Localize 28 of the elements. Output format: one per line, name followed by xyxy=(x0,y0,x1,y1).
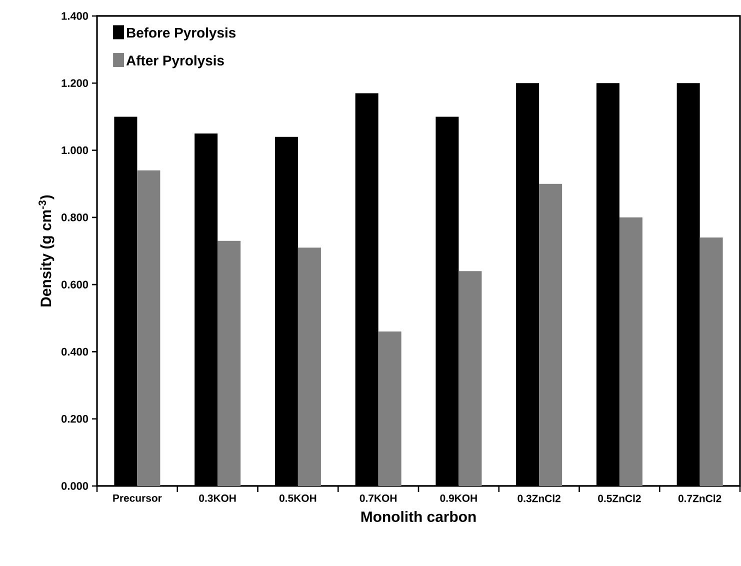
bar xyxy=(619,217,642,486)
y-tick-label: 0.800 xyxy=(62,214,88,222)
y-axis-title: Density (g cm$^{-3}$) xyxy=(38,195,54,306)
y-tick-label: 0.000 xyxy=(62,482,88,490)
legend-label: After Pyrolysis xyxy=(126,55,224,68)
x-tick-label: 0.7KOH xyxy=(360,494,397,502)
bar xyxy=(700,238,723,486)
bar xyxy=(458,271,482,486)
y-tick-label: 1.000 xyxy=(62,146,88,154)
y-tick-label: 0.200 xyxy=(62,414,88,423)
x-tick-label: 0.3KOH xyxy=(199,494,236,502)
x-tick-label: 0.9KOH xyxy=(440,494,477,502)
bar xyxy=(137,170,160,486)
y-tick-label: 1.200 xyxy=(62,79,88,88)
y-tick-label: 1.400 xyxy=(62,12,88,20)
x-tick-label: 0.5KOH xyxy=(279,494,316,502)
bar xyxy=(378,332,402,486)
bar xyxy=(539,184,562,486)
x-axis-title: Monolith carbon xyxy=(361,511,476,522)
y-tick-label: 0.400 xyxy=(62,348,88,356)
x-tick-label: 0.3ZnCl2 xyxy=(518,494,560,502)
y-tick-label: 0.600 xyxy=(62,280,88,288)
bar xyxy=(298,248,321,486)
bar xyxy=(218,240,241,486)
x-tick-label: Precursor xyxy=(113,494,162,502)
legend-label: Before Pyrolysis xyxy=(126,27,236,40)
x-tick-label: 0.5ZnCl2 xyxy=(598,494,641,502)
x-tick-label: 0.7ZnCl2 xyxy=(678,494,722,502)
